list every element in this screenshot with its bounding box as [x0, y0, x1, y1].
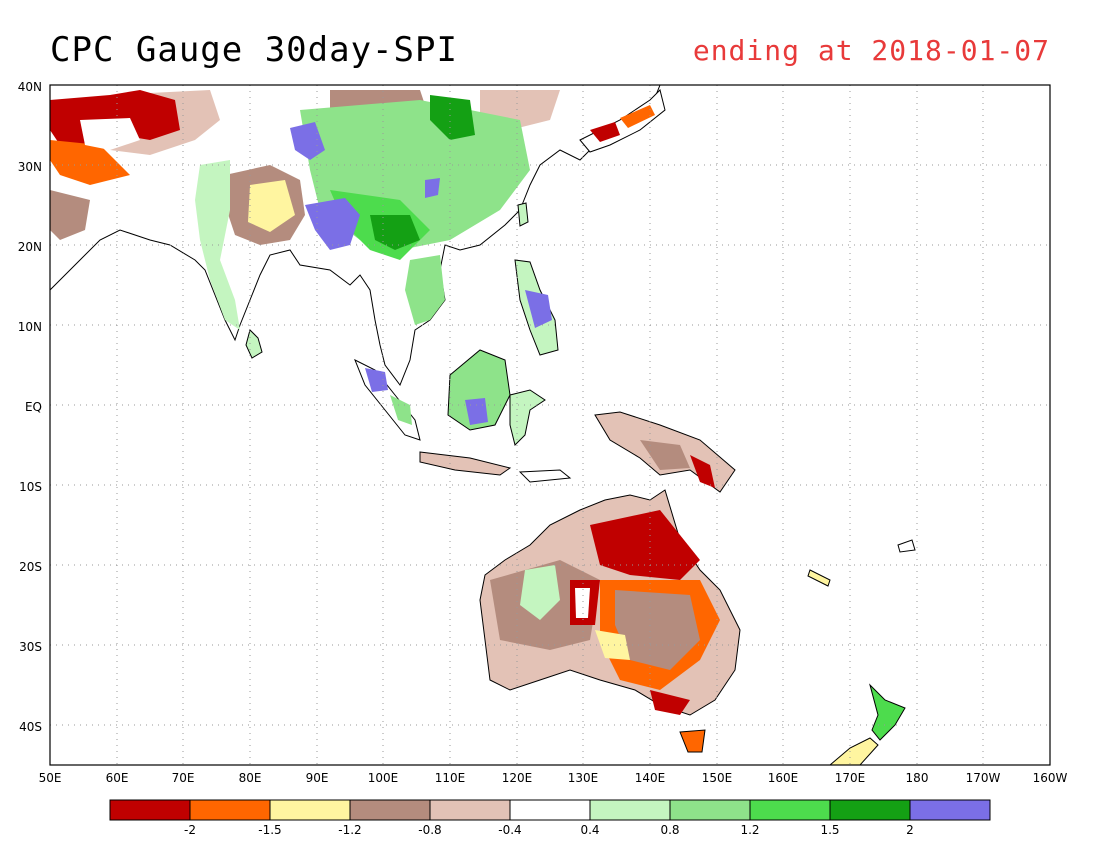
lon-label: 140E: [635, 771, 666, 785]
colorbar-label: -0.4: [498, 823, 521, 837]
lon-label: 170E: [835, 771, 866, 785]
lon-label: 50E: [39, 771, 62, 785]
lon-label: 110E: [435, 771, 466, 785]
taiwan: [517, 202, 529, 227]
colorbar-swatch: [349, 799, 431, 821]
asia-orange-1: [50, 140, 130, 185]
colorbar-swatch: [829, 799, 911, 821]
lat-label: 30N: [18, 160, 42, 174]
colorbar-swatches: [109, 799, 991, 821]
sumatra-purple: [365, 368, 388, 392]
colorbar-swatch: [109, 799, 191, 821]
lon-label: 150E: [702, 771, 733, 785]
lat-label: 10N: [18, 320, 42, 334]
australia-red-1: [590, 510, 700, 580]
colorbar-label: 1.2: [740, 823, 759, 837]
new-guinea-red: [690, 455, 715, 488]
australia-red-3: [650, 690, 690, 715]
lat-label: 40N: [18, 80, 42, 94]
japan-orange: [620, 105, 655, 128]
colorbar-swatch: [189, 799, 271, 821]
colorbar-swatch: [749, 799, 831, 821]
colorbar-label: 1.5: [820, 823, 839, 837]
lat-label: 10S: [19, 480, 42, 494]
lat-label: EQ: [25, 400, 42, 414]
lat-label: 30S: [19, 640, 42, 654]
borneo: [447, 349, 511, 431]
java: [419, 451, 512, 476]
colorbar-swatch: [509, 799, 591, 821]
lon-label: 100E: [368, 771, 399, 785]
new-guinea-brown: [640, 440, 690, 470]
japan-red: [590, 122, 620, 142]
lat-label: 20S: [19, 560, 42, 574]
asia-lightgreen-2: [405, 255, 445, 325]
australia-white-1: [575, 588, 590, 618]
fiji: [897, 539, 916, 553]
colorbar-label: 2: [906, 823, 914, 837]
colorbar-label: -0.8: [418, 823, 441, 837]
asia-purple-1: [305, 198, 360, 250]
colorbar-label: 0.8: [660, 823, 679, 837]
asia-darkgreen-1: [430, 95, 475, 140]
lon-label: 120E: [502, 771, 533, 785]
new-zealand-north: [869, 683, 906, 741]
lon-label: 80E: [239, 771, 262, 785]
australia-tan-1: [595, 630, 630, 660]
colorbar: -2 -1.5 -1.2 -0.8 -0.4 0.4 0.8 1.2 1.5 2: [109, 799, 991, 837]
lesser-sunda: [518, 469, 572, 483]
tasmania: [679, 729, 706, 753]
map-title: CPC Gauge 30day-SPI: [50, 30, 458, 70]
asia-lightgreen-1: [195, 160, 240, 330]
colorbar-label: 0.4: [580, 823, 599, 837]
asia-white-patch-1: [80, 118, 140, 150]
new-caledonia: [807, 569, 831, 587]
asia-purple-3: [425, 178, 440, 198]
colorbar-label: -1.2: [338, 823, 361, 837]
lon-labels: 50E 60E 70E 80E 90E 100E 110E 120E 130E …: [39, 771, 1068, 785]
colorbar-swatch: [269, 799, 351, 821]
colorbar-swatch: [909, 799, 991, 821]
asia-dry-brown-5: [50, 190, 90, 240]
colorbar-swatch: [429, 799, 511, 821]
colorbar-swatch: [669, 799, 751, 821]
lon-label: 70E: [172, 771, 195, 785]
philippines-purple: [525, 290, 552, 328]
australia-brown-2: [615, 590, 700, 670]
map-date-subtitle: ending at 2018-01-07: [692, 34, 1050, 67]
asia-purple-2: [290, 122, 325, 160]
lon-label: 170W: [966, 771, 1001, 785]
australia-green-1: [520, 565, 560, 620]
lon-label: 60E: [106, 771, 129, 785]
asia-dry-tan-1: [248, 180, 295, 232]
lon-label: 160E: [768, 771, 799, 785]
colorbar-swatch: [589, 799, 671, 821]
lat-label: 40S: [19, 720, 42, 734]
land-fields: [49, 84, 916, 766]
colorbar-labels: -2 -1.5 -1.2 -0.8 -0.4 0.4 0.8 1.2 1.5 2: [184, 823, 914, 837]
colorbar-label: -1.5: [258, 823, 281, 837]
sulawesi: [509, 389, 546, 446]
map-border: [49, 84, 1051, 766]
lon-label: 90E: [306, 771, 329, 785]
lon-label: 130E: [568, 771, 599, 785]
lat-labels: 40N 30N 20N 10N EQ 10S 20S 30S 40S: [18, 80, 42, 734]
colorbar-label: -2: [184, 823, 196, 837]
sumatra-green: [390, 395, 412, 425]
lon-label: 180: [906, 771, 929, 785]
lat-label: 20N: [18, 240, 42, 254]
lon-label: 160W: [1033, 771, 1068, 785]
